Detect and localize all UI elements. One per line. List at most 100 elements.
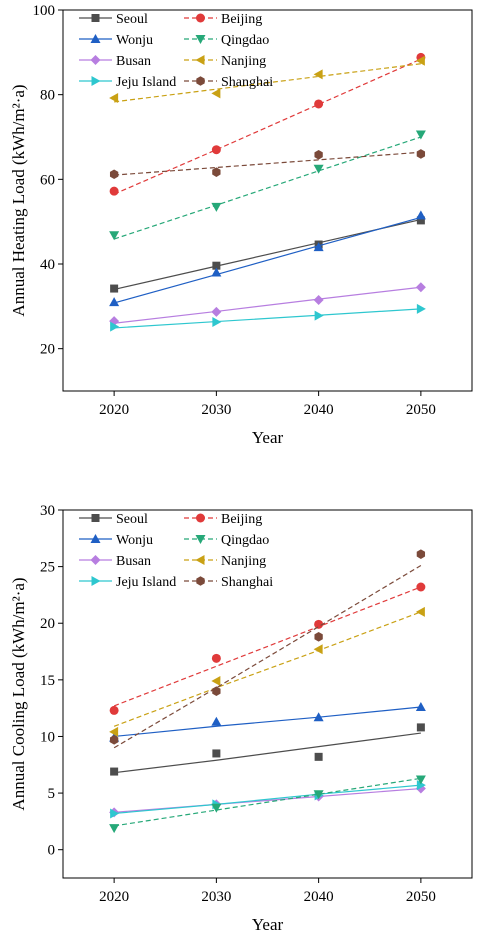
plot-frame — [62, 509, 473, 879]
data-point — [415, 775, 426, 785]
legend-label: Qingdao — [221, 33, 269, 48]
data-point — [415, 702, 426, 712]
series-fit-line — [114, 286, 421, 324]
legend-item: Shanghai — [184, 575, 273, 590]
series-fit-line — [114, 787, 421, 813]
x-tick-label: 2040 — [304, 402, 334, 418]
legend-label: Beijing — [221, 512, 262, 527]
legend-item: Qingdao — [184, 533, 269, 548]
data-point — [416, 582, 426, 592]
y-tick-label: 60 — [40, 172, 55, 188]
legend-label: Qingdao — [221, 533, 269, 548]
legend-item: Wonju — [79, 33, 153, 48]
series-fit-line — [114, 777, 421, 827]
series-qingdao — [109, 130, 426, 241]
data-point — [110, 767, 119, 776]
data-point — [415, 282, 426, 293]
data-point — [313, 294, 324, 305]
legend-label: Wonju — [116, 33, 153, 48]
series-qingdao — [109, 775, 426, 834]
data-point — [314, 632, 323, 642]
legend-label: Shanghai — [221, 575, 273, 590]
data-point — [416, 216, 425, 225]
data-point — [109, 726, 119, 737]
data-point — [109, 169, 119, 180]
data-point — [314, 149, 323, 160]
y-tick-label: 15 — [40, 673, 55, 689]
legend-item: Busan — [79, 554, 151, 569]
data-point — [211, 306, 222, 317]
series-fit-line — [114, 63, 421, 103]
series-nanjing — [109, 55, 425, 104]
legend-label: Shanghai — [221, 75, 273, 90]
series-fit-line — [114, 784, 421, 815]
legend-label: Beijing — [221, 12, 262, 27]
x-tick-label: 2030 — [201, 402, 231, 418]
data-point — [416, 723, 425, 732]
legend-marker — [195, 555, 205, 565]
y-axis-label: Annual Cooling Load (kWh/m²·a) — [9, 577, 28, 810]
series-shanghai — [109, 149, 426, 180]
legend-item: Beijing — [184, 512, 262, 527]
x-tick-label: 2040 — [304, 889, 334, 905]
legend-label: Wonju — [116, 533, 153, 548]
legend-item: Jeju Island — [79, 575, 176, 590]
x-tick-label: 2020 — [99, 889, 129, 905]
series-jeju-island — [110, 303, 426, 332]
data-point — [109, 186, 119, 196]
y-tick-label: 20 — [40, 342, 55, 358]
legend-label: Busan — [116, 554, 151, 569]
plot-frame — [62, 9, 473, 392]
data-point — [211, 675, 221, 686]
legend-item: Beijing — [184, 12, 262, 27]
data-point — [110, 808, 120, 819]
y-tick-label: 40 — [40, 257, 55, 273]
data-point — [109, 297, 120, 307]
series-shanghai — [109, 549, 426, 749]
x-tick-label: 2050 — [406, 889, 436, 905]
data-point — [313, 242, 324, 252]
series-nanjing — [109, 606, 425, 737]
legend-label: Jeju Island — [116, 575, 176, 590]
series-fit-line — [113, 136, 422, 240]
data-point — [212, 686, 221, 696]
legend-marker — [196, 13, 205, 23]
legend: Seoul Wonju Busan Jeju Island Beijing Qingdao… — [79, 12, 273, 90]
data-point — [313, 790, 324, 800]
data-point — [314, 619, 324, 629]
y-tick-label: 25 — [40, 560, 55, 576]
legend-label: Seoul — [116, 12, 148, 27]
y-tick-label: 10 — [40, 729, 55, 745]
series-fit-line — [114, 732, 421, 774]
series-beijing — [109, 52, 426, 196]
legend-item: Qingdao — [184, 33, 269, 48]
legend-marker — [195, 55, 205, 65]
y-tick-label: 20 — [40, 616, 55, 632]
data-point — [313, 644, 323, 655]
legend-item: Wonju — [79, 533, 153, 548]
series-busan — [109, 282, 426, 327]
legend-item: Seoul — [79, 12, 148, 27]
legend-marker — [196, 576, 205, 586]
chart-panel-2: 2020 2030 2040 2050 0 5 10 15 20 25 30 Year Annual C… — [9, 503, 473, 934]
legend-marker — [91, 576, 101, 586]
data-point — [109, 705, 119, 715]
y-tick-label: 100 — [33, 3, 56, 19]
data-point — [415, 55, 425, 66]
series-fit-line — [114, 151, 421, 176]
data-point — [109, 824, 120, 834]
legend-item: Shanghai — [184, 75, 273, 90]
legend-marker — [91, 514, 100, 522]
data-point — [211, 145, 221, 155]
data-point — [416, 149, 426, 159]
y-tick-label: 0 — [48, 843, 56, 859]
data-point — [416, 303, 426, 314]
x-tick-label: 2030 — [201, 889, 231, 905]
legend-item: Seoul — [79, 512, 148, 527]
legend-marker — [196, 513, 205, 523]
data-point — [416, 549, 426, 559]
legend-marker — [90, 34, 101, 43]
legend-label: Jeju Island — [116, 75, 176, 90]
